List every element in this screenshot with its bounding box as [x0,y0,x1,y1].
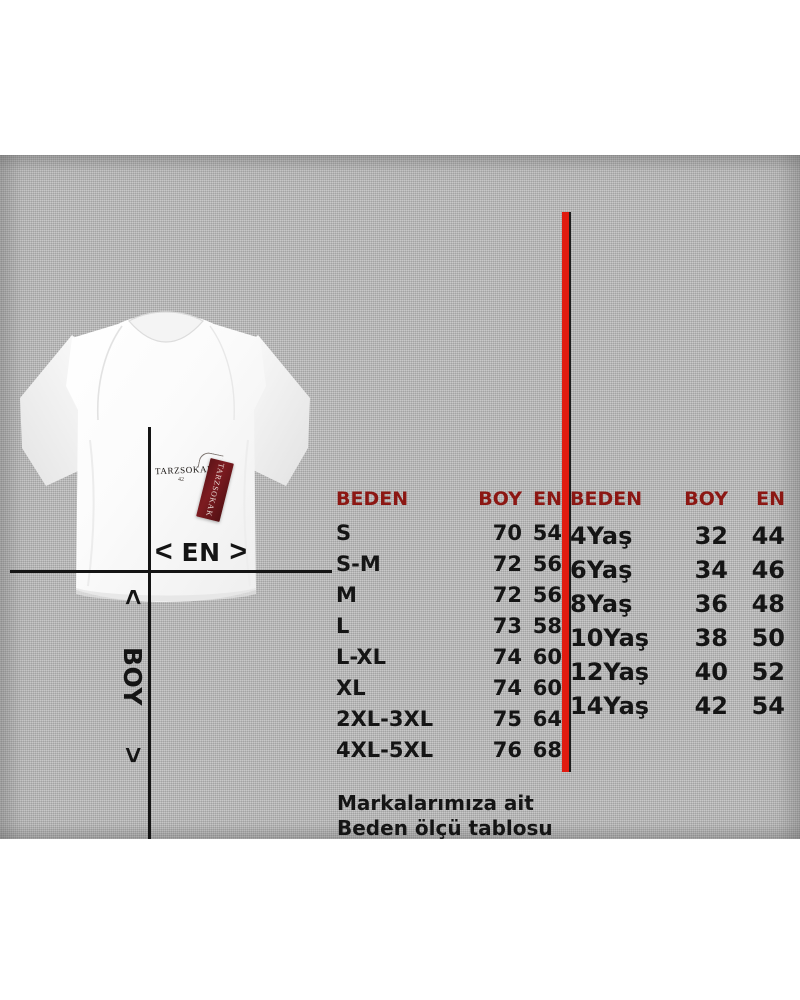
table-row: L-XL 74 60 [336,645,562,676]
cell-en: 54 [751,692,785,720]
length-label: BOY [118,646,148,706]
cell-boy: 70 [492,521,522,545]
cell-en: 60 [532,676,562,700]
measurement-line-horizontal [10,570,332,573]
col-header-beden: BEDEN [336,488,409,510]
cell-boy: 42 [694,692,728,720]
cell-beden: S [336,521,352,545]
cell-beden: 12Yaş [570,658,650,686]
cell-en: 52 [751,658,785,686]
table-row: L 73 58 [336,614,562,645]
cell-boy: 72 [492,552,522,576]
caption-line-1: Markalarımıza ait [337,791,534,815]
cell-en: 58 [532,614,562,638]
kids-table-body: 4Yaş 32 44 6Yaş 34 46 8Yaş 36 48 10Yaş 3… [570,522,785,726]
adult-table-body: S 70 54 S-M 72 56 M 72 56 L 73 58 L-XL 7 [336,521,562,769]
cell-en: 56 [532,583,562,607]
cell-en: 44 [751,522,785,550]
cell-beden: S-M [336,552,381,576]
table-row: 2XL-3XL 75 64 [336,707,562,738]
cell-beden: 2XL-3XL [336,707,434,731]
caption-line-2: Beden ölçü tablosu [337,816,553,839]
table-row: S 70 54 [336,521,562,552]
arrow-right-icon: > [229,535,248,568]
cell-beden: 4Yaş [570,522,633,550]
cell-beden: 14Yaş [570,692,650,720]
kids-size-table: BEDEN BOY EN 4Yaş 32 44 6Yaş 34 46 8Yaş … [570,488,785,726]
col-header-en: EN [533,488,562,510]
cell-boy: 32 [694,522,728,550]
table-row: 4Yaş 32 44 [570,522,785,556]
arrow-up-icon: < [117,588,149,606]
red-divider-line [562,212,571,772]
col-header-beden: BEDEN [570,488,643,510]
cell-boy: 75 [492,707,522,731]
table-header-row: BEDEN BOY EN [570,488,785,522]
caption-block: Markalarımıza ait Beden ölçü tablosu [337,791,553,839]
table-row: 10Yaş 38 50 [570,624,785,658]
cell-beden: 10Yaş [570,624,650,652]
table-row: 14Yaş 42 54 [570,692,785,726]
table-row: 12Yaş 40 52 [570,658,785,692]
table-row: M 72 56 [336,583,562,614]
col-header-boy: BOY [478,488,522,510]
cell-en: 54 [532,521,562,545]
cell-en: 46 [751,556,785,584]
table-row: 8Yaş 36 48 [570,590,785,624]
cell-boy: 36 [694,590,728,618]
cell-beden: M [336,583,357,607]
width-measure-marker: < EN > [155,537,247,567]
cell-beden: L [336,614,350,638]
cell-beden: XL [336,676,366,700]
cell-boy: 34 [694,556,728,584]
cell-boy: 38 [694,624,728,652]
tshirt-image: TARZSOKAK 42 TARZSOKAK [10,290,330,635]
cell-en: 56 [532,552,562,576]
table-row: S-M 72 56 [336,552,562,583]
table-row: 6Yaş 34 46 [570,556,785,590]
cell-en: 60 [532,645,562,669]
cell-beden: 8Yaş [570,590,633,618]
adult-size-table: BEDEN BOY EN S 70 54 S-M 72 56 M 72 56 L [336,488,562,769]
table-row: 4XL-5XL 76 68 [336,738,562,769]
cell-boy: 74 [492,645,522,669]
cell-boy: 40 [694,658,728,686]
arrow-left-icon: < [155,535,173,568]
cell-boy: 76 [492,738,522,762]
col-header-boy: BOY [684,488,728,510]
product-photo-area: TARZSOKAK 42 TARZSOKAK < EN > < BOY > BE… [0,155,800,839]
table-header-row: BEDEN BOY EN [336,488,562,521]
cell-boy: 73 [492,614,522,638]
cell-en: 50 [751,624,785,652]
arrow-down-icon: > [117,746,149,764]
cell-en: 64 [532,707,562,731]
cell-boy: 74 [492,676,522,700]
measurement-line-vertical [148,427,151,839]
cell-boy: 72 [492,583,522,607]
width-label: EN [181,537,221,567]
length-measure-marker: < BOY > [112,583,154,769]
cell-en: 68 [532,738,562,762]
cell-beden: 6Yaş [570,556,633,584]
table-row: XL 74 60 [336,676,562,707]
cell-beden: 4XL-5XL [336,738,434,762]
cell-beden: L-XL [336,645,386,669]
col-header-en: EN [756,488,785,510]
cell-en: 48 [751,590,785,618]
neck-size-label: 42 [178,477,184,483]
